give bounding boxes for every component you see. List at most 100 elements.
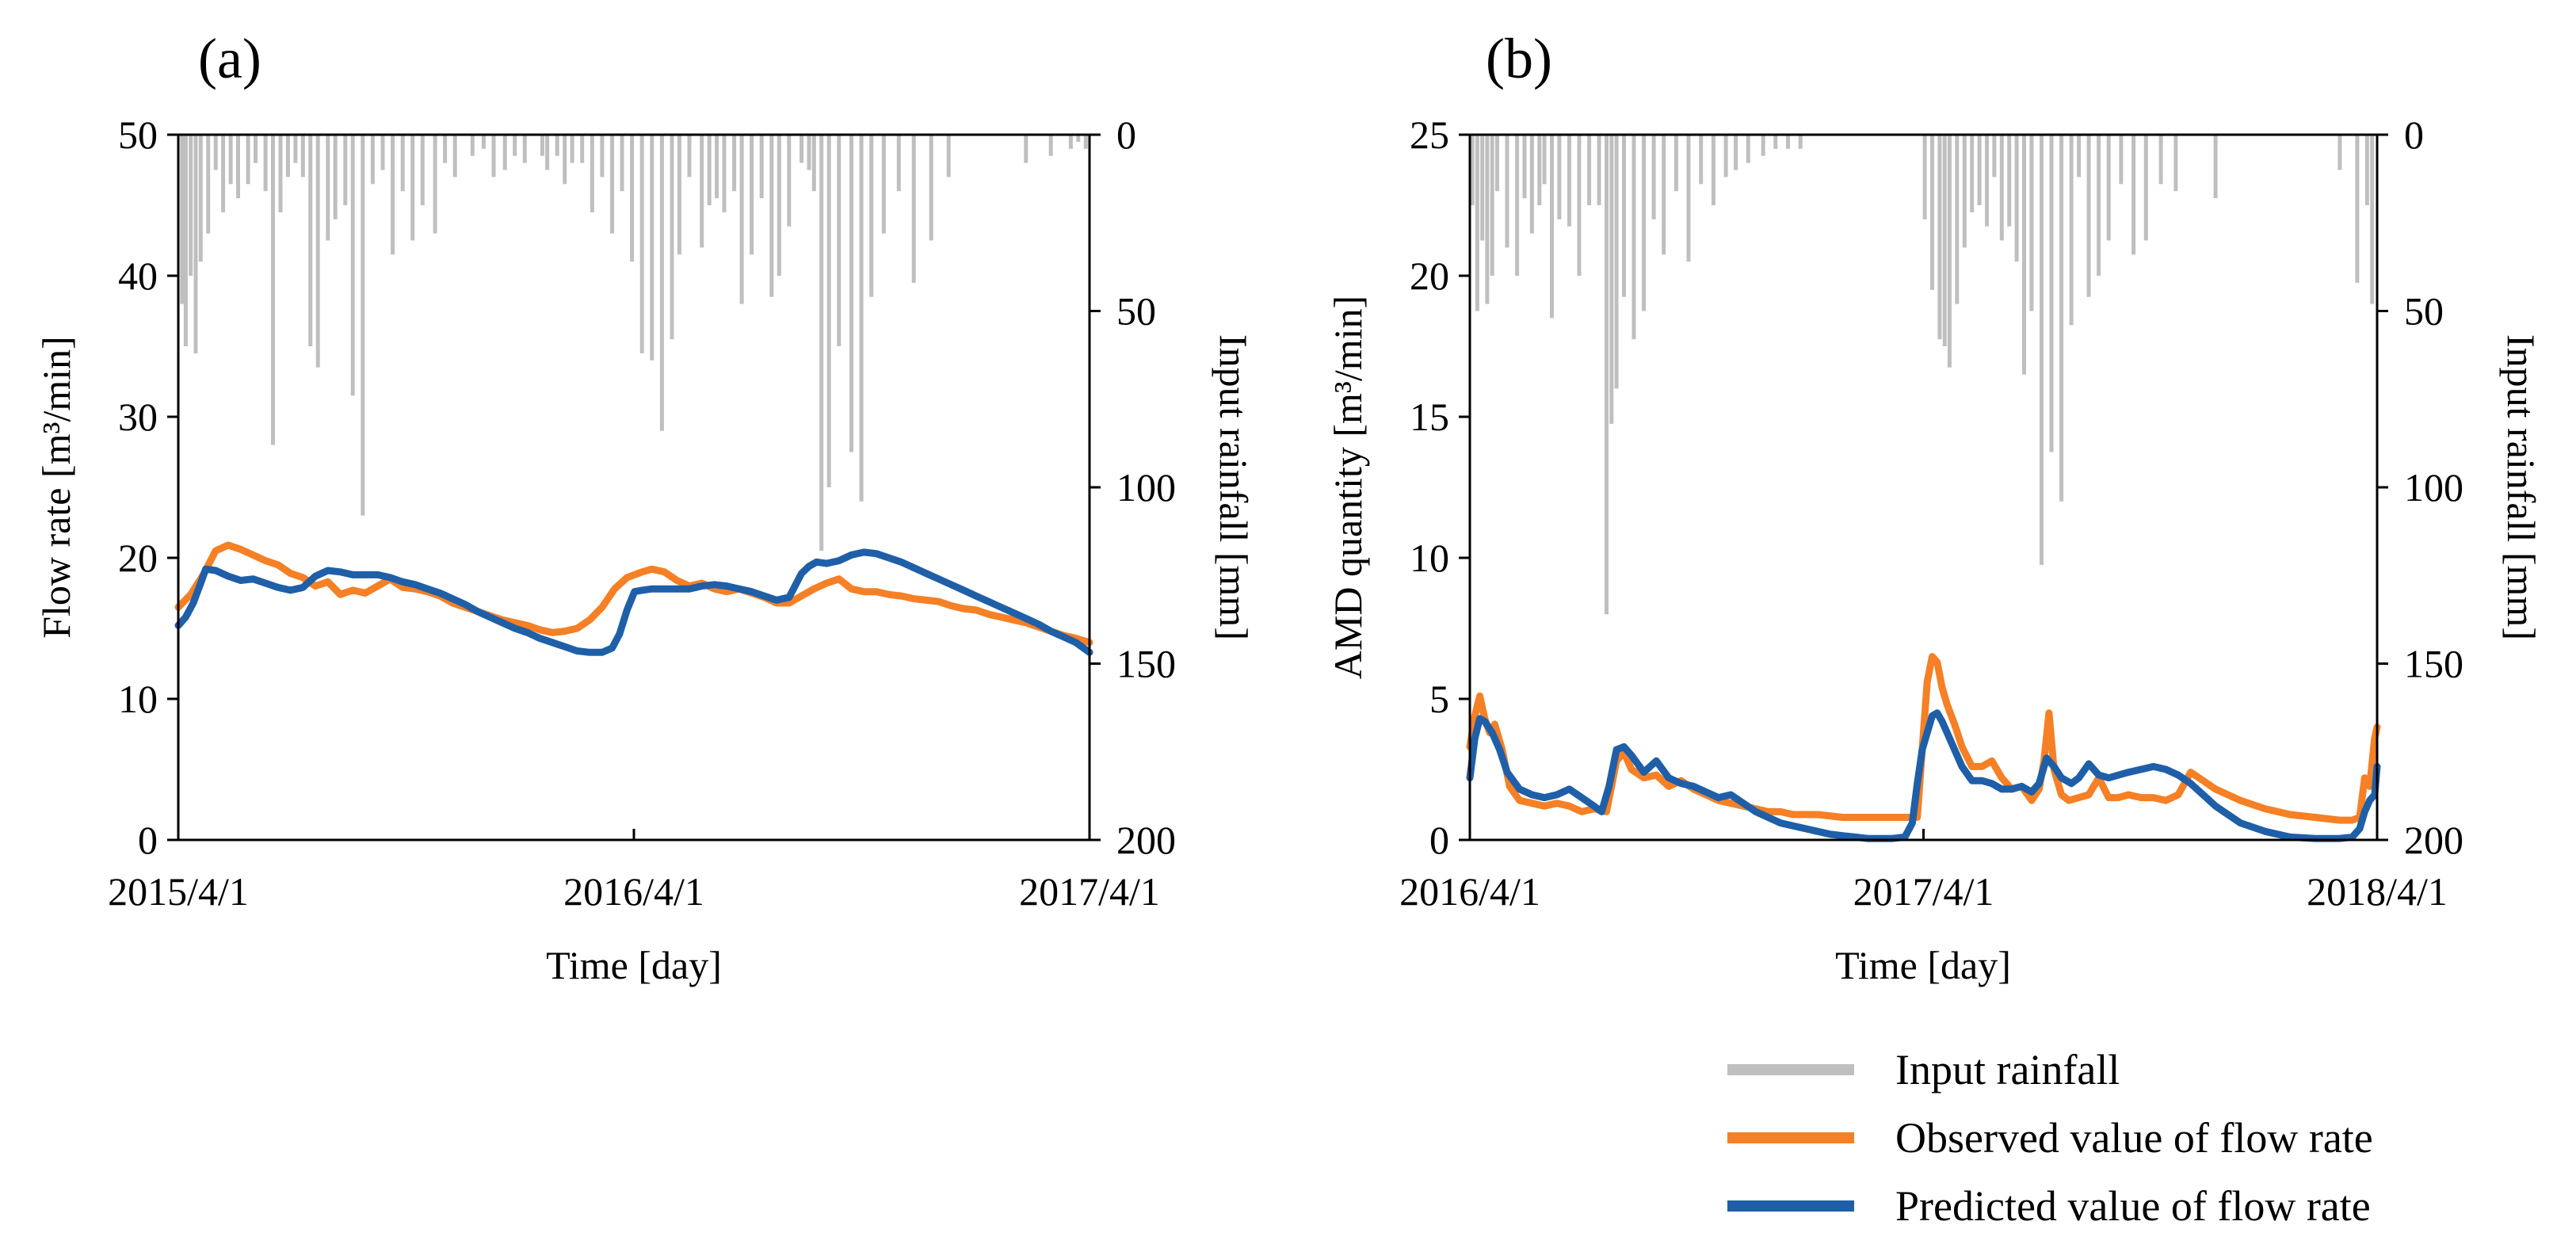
rainfall-bar <box>1068 135 1073 149</box>
rainfall-bar <box>278 135 283 212</box>
rainfall-bar <box>522 135 527 163</box>
y2-tick-label: 50 <box>2404 289 2444 334</box>
rainfall-bar <box>2213 135 2218 199</box>
rainfall-bar <box>1577 135 1582 276</box>
rainfall-bar <box>2337 135 2342 170</box>
rainfall-bar <box>2173 135 2178 192</box>
rainfall-bar <box>502 135 507 170</box>
rainfall-bar <box>246 135 250 185</box>
rainfall-bar <box>2364 135 2369 205</box>
rainfall-bar <box>293 135 298 163</box>
rainfall-bar <box>1955 135 1960 304</box>
observed-flow-line <box>174 541 1093 647</box>
rainfall-bar <box>700 135 704 248</box>
rainfall-bar <box>2355 135 2360 283</box>
rainfall-bar <box>911 135 916 283</box>
rainfall-bar <box>1970 135 1975 212</box>
rainfall-bar <box>610 135 614 234</box>
rainfall-bar <box>213 135 218 170</box>
rainfall-bar <box>1495 135 1499 192</box>
predicted-flow-line <box>1466 709 2381 842</box>
x-tick-label: 2016/4/1 <box>563 869 704 914</box>
rainfall-bar <box>1773 135 1778 149</box>
rainfall-bar <box>1485 135 1490 304</box>
rainfall-bar <box>630 135 635 262</box>
y-tick-label: 30 <box>118 395 158 439</box>
rainfall-bar <box>1475 135 1479 311</box>
rainfall-bar <box>1609 135 1614 424</box>
rainfall-bar <box>1529 135 1534 234</box>
rainfall-bar <box>2007 135 2012 227</box>
panel-b-y-axis-title: AMD quantity [m³/min] <box>1326 296 1370 679</box>
rainfall-bar <box>513 135 517 156</box>
rainfall-bar <box>2086 135 2091 297</box>
rainfall-bar <box>198 135 203 262</box>
rainfall-bar <box>707 135 712 205</box>
x-tick-label: 2017/4/1 <box>1853 869 1994 914</box>
rainfall-bar <box>1522 135 1527 199</box>
panel-a-y-axis-title: Flow rate [m³/min] <box>34 336 78 639</box>
rainfall-bar <box>2097 135 2101 276</box>
rainfall-bar <box>326 135 330 241</box>
rainfall-bar <box>1699 135 1704 185</box>
rainfall-bar <box>254 135 258 163</box>
rainfall-bar <box>1631 135 1636 340</box>
legend-label-rainfall: Input rainfall <box>1895 1046 2120 1093</box>
rainfall-bar <box>896 135 901 192</box>
y2-tick-label: 100 <box>2404 465 2463 510</box>
rainfall-bar <box>189 135 193 276</box>
rainfall-bar <box>540 135 544 156</box>
rainfall-bar <box>491 135 496 177</box>
rainfall-bar <box>1605 135 1609 615</box>
rainfall-bar <box>1711 135 1715 205</box>
rainfall-bar <box>1597 135 1601 205</box>
panel-a-x-axis-title: Time [day] <box>546 943 722 987</box>
rainfall-bar <box>420 135 425 205</box>
panel-b: (b) 0 5 10 15 20 25 0 50 100 150 200 2016/4/1 2017/4… <box>1326 27 2544 987</box>
rainfall-bar <box>1587 135 1592 205</box>
rainfall-bar <box>722 135 727 212</box>
y2-tick-label: 200 <box>2404 818 2463 862</box>
rainfall-bar <box>2022 135 2026 375</box>
rainfall-bar <box>580 135 585 163</box>
y2-tick-label: 50 <box>1116 289 1156 334</box>
rainfall-bar <box>2119 135 2124 185</box>
rainfall-bar <box>481 135 486 149</box>
rainfall-bar <box>2077 135 2082 177</box>
rainfall-bar <box>452 135 457 177</box>
rainfall-bar <box>361 135 365 516</box>
y2-tick-label: 0 <box>2404 113 2424 157</box>
rainfall-bar <box>1999 135 2004 241</box>
rainfall-bar <box>1076 135 1081 142</box>
rainfall-bar <box>869 135 874 297</box>
rainfall-bar <box>380 135 385 170</box>
y2-tick-label: 150 <box>2404 642 2463 686</box>
rainfall-bar <box>443 135 448 163</box>
rainfall-bar <box>2059 135 2064 502</box>
rainfall-bar <box>555 135 559 156</box>
panel-a-y2-axis-title: Input rainfall [mm] <box>1212 334 1256 640</box>
rainfall-bar <box>193 135 198 353</box>
rainfall-bar <box>881 135 886 234</box>
rainfall-bar <box>1083 135 1088 149</box>
rainfall-bar <box>819 135 824 551</box>
legend-label-predicted: Predicted value of flow rate <box>1895 1182 2371 1230</box>
rainfall-bar <box>739 135 744 304</box>
rainfall-bar <box>811 135 816 192</box>
y-tick-label: 5 <box>1429 677 1449 721</box>
rainfall-bar <box>570 135 574 163</box>
rainfall-bar <box>308 135 313 346</box>
rainfall-bar <box>2040 135 2044 565</box>
rainfall-bar <box>1567 135 1571 227</box>
legend-label-observed: Observed value of flow rate <box>1895 1114 2373 1162</box>
rainfall-bar <box>732 135 737 192</box>
rainfall-bar <box>807 135 811 170</box>
rainfall-bar <box>800 135 804 163</box>
rainfall-bar <box>837 135 841 346</box>
x-tick-label: 2017/4/1 <box>1019 869 1160 914</box>
rainfall-bar <box>1515 135 1520 276</box>
rainfall-bar <box>2131 135 2136 255</box>
y-tick-label: 40 <box>118 254 158 298</box>
rainfall-bar <box>1550 135 1554 319</box>
y-tick-label: 10 <box>118 677 158 721</box>
